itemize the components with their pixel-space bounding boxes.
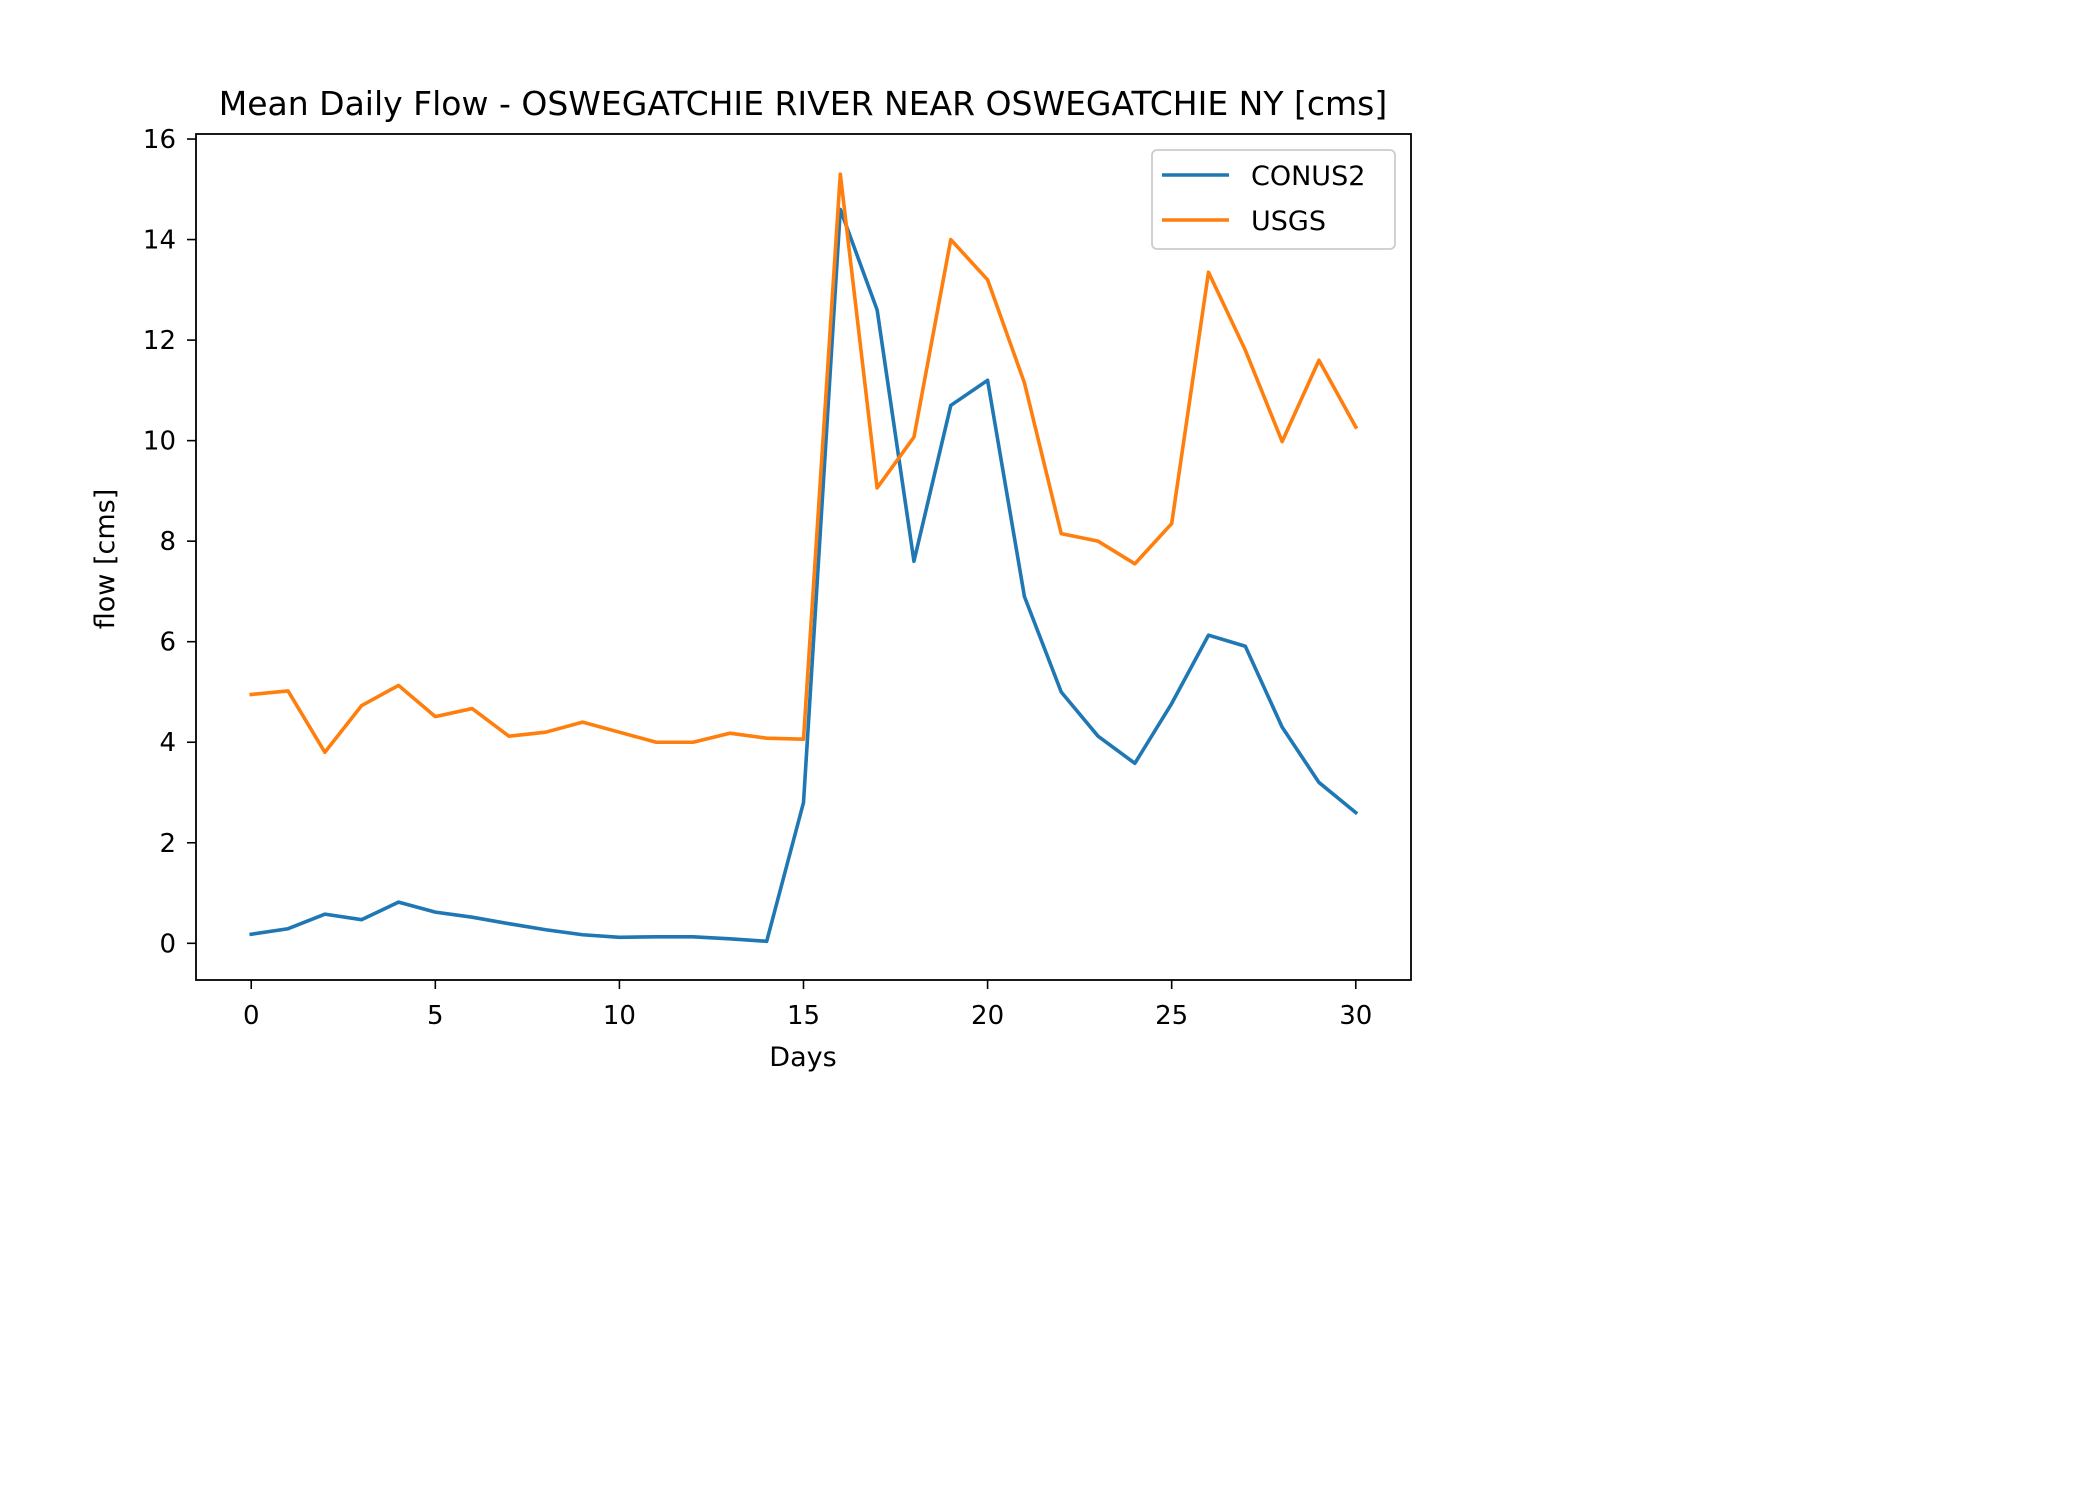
x-tick-label: 15 [787,1001,820,1031]
x-tick-label: 25 [1155,1001,1188,1031]
chart-title: Mean Daily Flow - OSWEGATCHIE RIVER NEAR… [219,84,1388,123]
y-axis: 0 2 4 6 8 10 12 14 16 [143,125,196,959]
series-line-conus2 [249,207,1359,944]
series-line-usgs [249,172,1359,755]
y-tick-label: 6 [159,628,176,658]
axes-frame [195,133,1412,981]
x-tick-label: 20 [971,1001,1004,1031]
legend: CONUS2 USGS [1151,149,1396,250]
y-tick-label: 10 [143,427,176,457]
x-tick-label: 5 [427,1001,444,1031]
x-axis: 0 5 10 15 20 25 30 [243,980,1372,1031]
x-tick-label: 10 [603,1001,636,1031]
legend-label-conus2: CONUS2 [1251,161,1365,192]
legend-label-usgs: USGS [1251,206,1326,237]
y-tick-label: 2 [159,829,176,859]
y-tick-label: 16 [143,125,176,155]
y-tick-label: 0 [159,929,176,959]
x-axis-label: Days [769,1042,836,1073]
x-tick-label: 30 [1339,1001,1372,1031]
y-axis-label: flow [cms] [90,489,121,629]
y-tick-label: 12 [143,326,176,356]
y-tick-label: 14 [143,226,176,256]
chart: Mean Daily Flow - OSWEGATCHIE RIVER NEAR… [90,84,1412,1073]
y-tick-label: 8 [159,527,176,557]
x-tick-label: 0 [243,1001,260,1031]
series-layer [249,172,1359,944]
y-tick-label: 4 [159,728,176,758]
